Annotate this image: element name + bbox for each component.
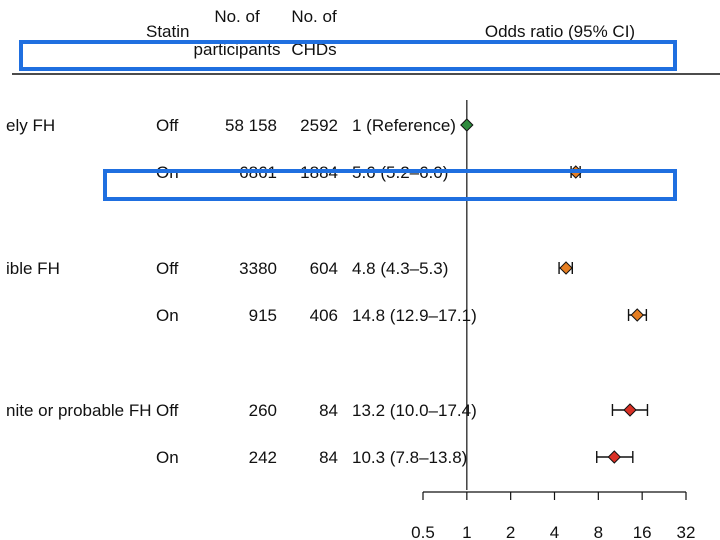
table-row: On 242 84 10.3 (7.8–13.8) — [156, 448, 467, 467]
or-marker — [607, 450, 622, 464]
row-chds: 2592 — [300, 116, 338, 135]
row-group-label: ely FH — [6, 116, 55, 135]
header-statin: Statin — [146, 22, 189, 41]
or-marker — [630, 308, 644, 322]
header-participants-line2: participants — [194, 40, 281, 59]
row-or-text: 4.8 (4.3–5.3) — [352, 259, 448, 278]
row-statin: Off — [156, 259, 179, 278]
row-chds: 84 — [319, 448, 338, 467]
row-participants: 58 158 — [225, 116, 277, 135]
row-statin: Off — [156, 401, 179, 420]
row-or-text: 1 (Reference) — [352, 116, 456, 135]
row-participants: 915 — [249, 306, 277, 325]
x-tick-label: 8 — [594, 523, 603, 540]
row-participants: 260 — [249, 401, 277, 420]
row-group-label: nite or probable FH — [6, 401, 152, 420]
row-participants: 242 — [249, 448, 277, 467]
table-row: ible FH Off 3380 604 4.8 (4.3–5.3) — [6, 259, 448, 278]
row-participants: 3380 — [239, 259, 277, 278]
x-tick-label: 4 — [550, 523, 559, 540]
header-odds-ratio: Odds ratio (95% CI) — [485, 22, 635, 41]
row-chds: 604 — [310, 259, 338, 278]
x-tick-label: 16 — [633, 523, 652, 540]
row-or-text: 10.3 (7.8–13.8) — [352, 448, 467, 467]
or-marker — [460, 118, 474, 132]
x-tick-label: 1 — [462, 523, 471, 540]
estimate-marks — [460, 100, 649, 490]
or-marker — [623, 403, 637, 417]
row-statin: On — [156, 448, 179, 467]
x-tick-label: 0.5 — [411, 523, 435, 540]
row-chds: 84 — [319, 401, 338, 420]
x-tick-label: 32 — [677, 523, 696, 540]
or-marker — [559, 261, 573, 275]
row-group-label: ible FH — [6, 259, 60, 278]
header-chds-line2: CHDs — [291, 40, 336, 59]
table-rows: ely FH Off 58 158 2592 1 (Reference)On 6861 18… — [6, 116, 477, 467]
table-row: On 915 406 14.8 (12.9–17.1) — [156, 306, 477, 325]
table-row: nite or probable FH Off 260 84 13.2 (10.0–17… — [6, 401, 477, 420]
row-or-text: 14.8 (12.9–17.1) — [352, 306, 477, 325]
header-participants-line1: No. of — [214, 7, 260, 26]
table-row: ely FH Off 58 158 2592 1 (Reference) — [6, 116, 456, 135]
highlight-box-row — [103, 169, 677, 201]
row-statin: Off — [156, 116, 179, 135]
row-or-text: 13.2 (10.0–17.4) — [352, 401, 477, 420]
header-chds-line1: No. of — [291, 7, 337, 26]
x-tick-label: 2 — [506, 523, 515, 540]
row-statin: On — [156, 306, 179, 325]
highlight-box-header — [19, 40, 677, 71]
x-axis: 0.5 1 2 4 8 16 32 — [411, 491, 696, 540]
row-chds: 406 — [310, 306, 338, 325]
